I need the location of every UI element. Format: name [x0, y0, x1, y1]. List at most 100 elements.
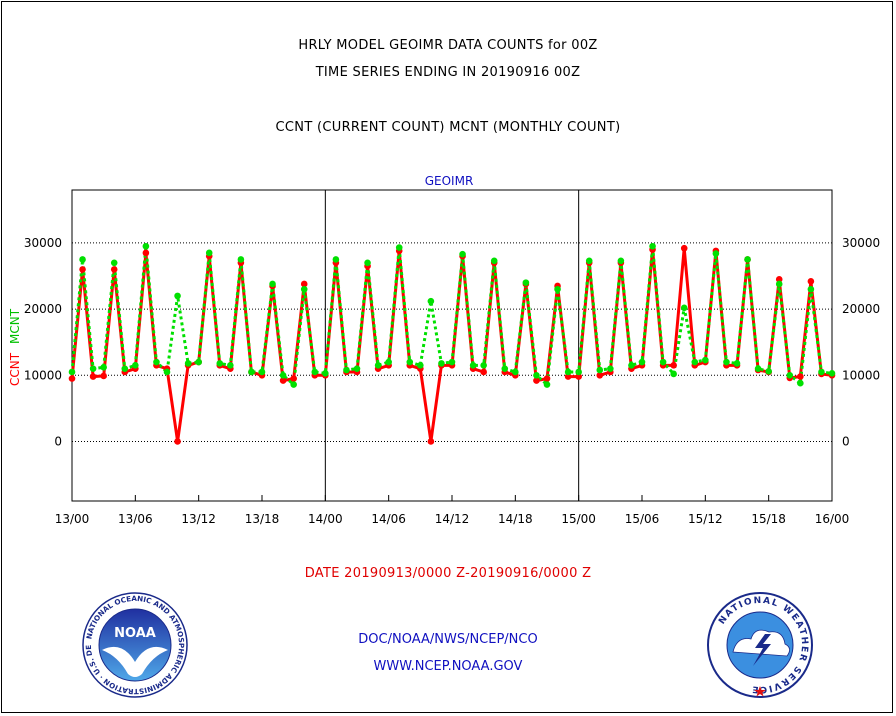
mcnt-data-point: [501, 365, 509, 372]
mcnt-data-point: [564, 368, 572, 376]
noaa-logo: NATIONAL OCEANIC AND ATMOSPHERIC ADMINIS…: [82, 592, 188, 698]
ccnt-data-point: [100, 372, 107, 380]
mcnt-data-point: [205, 249, 213, 257]
mcnt-data-point: [163, 368, 171, 376]
chart-title: GEOIMR: [425, 174, 474, 188]
x-tick-label: 15/18: [751, 512, 786, 526]
ccnt-data-point: [797, 373, 804, 380]
ccnt-data-point: [575, 373, 582, 380]
mcnt-data-point: [765, 368, 772, 375]
mcnt-data-point: [374, 362, 382, 369]
ccnt-data-point: [596, 371, 604, 379]
y-tick-label-left: 0: [54, 434, 62, 448]
ccnt-data-point: [533, 377, 540, 384]
y-tick-label-right: 20000: [842, 302, 880, 316]
header-title-line2: TIME SERIES ENDING IN 20190916 00Z: [315, 65, 581, 80]
mcnt-data-point: [775, 280, 783, 288]
mcnt-data-point: [258, 368, 266, 376]
mcnt-data-point: [364, 259, 371, 267]
mcnt-data-point: [754, 365, 762, 372]
mcnt-data-point: [733, 360, 741, 367]
x-tick-label: 13/06: [118, 512, 153, 526]
mcnt-data-point: [554, 285, 561, 293]
mcnt-data-point: [343, 366, 350, 374]
plot-area-border: [71, 189, 833, 502]
x-tick-label: 13/00: [55, 512, 90, 526]
ccnt-data-point: [480, 368, 487, 376]
mcnt-data-point: [332, 256, 340, 263]
ccnt-series-line: [70, 246, 833, 443]
mcnt-data-point: [311, 368, 319, 376]
ccnt-data-point: [89, 373, 97, 380]
ccnt-data-point: [142, 249, 150, 257]
mcnt-data-point: [585, 257, 593, 265]
mcnt-data-point: [744, 256, 751, 263]
mcnt-data-point: [448, 358, 456, 366]
mcnt-data-point: [79, 256, 86, 263]
mcnt-data-point: [269, 280, 276, 288]
mcnt-data-point: [490, 257, 498, 265]
mcnt-data-point: [670, 370, 677, 378]
y-tick-label-left: 10000: [24, 368, 62, 382]
mcnt-data-point: [712, 250, 720, 257]
mcnt-data-point: [89, 365, 97, 372]
header-title-line1: HRLY MODEL GEOIMR DATA COUNTS for 00Z: [298, 38, 598, 53]
mcnt-data-point: [216, 360, 224, 367]
x-tick-label: 15/00: [561, 512, 596, 526]
ccnt-data-point: [807, 278, 815, 285]
mcnt-data-point: [607, 365, 614, 372]
mcnt-data-point: [385, 358, 392, 366]
ccnt-data-point: [680, 244, 688, 252]
mcnt-data-point: [110, 259, 118, 267]
header-legend-line: CCNT (CURRENT COUNT) MCNT (MONTHLY COUNT…: [275, 120, 621, 135]
mcnt-data-point: [417, 362, 424, 369]
mcnt-data-point: [406, 358, 414, 366]
mcnt-data-point: [459, 250, 466, 258]
mcnt-data-point: [533, 371, 540, 379]
mcnt-data-point: [786, 371, 794, 379]
mcnt-data-point: [132, 362, 139, 369]
ccnt-data-point: [279, 377, 287, 384]
mcnt-data-point: [121, 365, 129, 372]
mcnt-data-point: [290, 381, 297, 388]
y-tick-label-left: 30000: [24, 236, 62, 250]
mcnt-data-point: [723, 358, 730, 366]
mcnt-data-point: [691, 358, 699, 366]
mcnt-data-point: [617, 257, 625, 265]
mcnt-data-point: [279, 371, 287, 379]
mcnt-data-point: [702, 356, 709, 364]
mcnt-data-point: [638, 358, 646, 366]
mcnt-data-point: [153, 358, 160, 366]
x-tick-label: 14/18: [498, 512, 533, 526]
mcnt-data-point: [438, 360, 445, 367]
mcnt-data-point: [575, 368, 582, 376]
mcnt-data-point: [353, 365, 361, 372]
mcnt-data-point: [522, 279, 530, 286]
ccnt-data-point: [110, 266, 118, 273]
mcnt-data-point: [237, 256, 245, 263]
mcnt-data-point: [807, 285, 815, 293]
x-tick-label: 13/18: [245, 512, 280, 526]
doc-noaa-link[interactable]: DOC/NOAA/NWS/NCEP/NCO: [358, 632, 538, 647]
ccnt-data-point: [290, 375, 297, 382]
y-axis-label-mcnt: MCNT: [8, 308, 22, 344]
ncep-website-link[interactable]: WWW.NCEP.NOAA.GOV: [373, 659, 523, 674]
ccnt-data-point: [174, 438, 181, 445]
x-tick-label: 13/12: [181, 512, 216, 526]
ccnt-data-point: [775, 276, 783, 283]
y-axis-label-ccnt: CCNT: [8, 352, 22, 386]
mcnt-data-point: [596, 366, 604, 374]
ccnt-data-point: [79, 266, 86, 273]
noaa-logo-text: NOAA: [114, 626, 156, 641]
mcnt-data-point: [100, 364, 107, 371]
mcnt-data-point: [628, 362, 635, 369]
y-tick-label-right: 30000: [842, 236, 880, 250]
x-tick-label: 15/12: [688, 512, 723, 526]
x-tick-label: 16/00: [815, 512, 850, 526]
x-tick-label: 14/00: [308, 512, 343, 526]
mcnt-data-point: [480, 362, 487, 369]
date-range-label: DATE 20190913/0000 Z-20190916/0000 Z: [304, 566, 592, 581]
ccnt-data-point: [68, 375, 76, 382]
mcnt-data-point: [797, 379, 804, 387]
